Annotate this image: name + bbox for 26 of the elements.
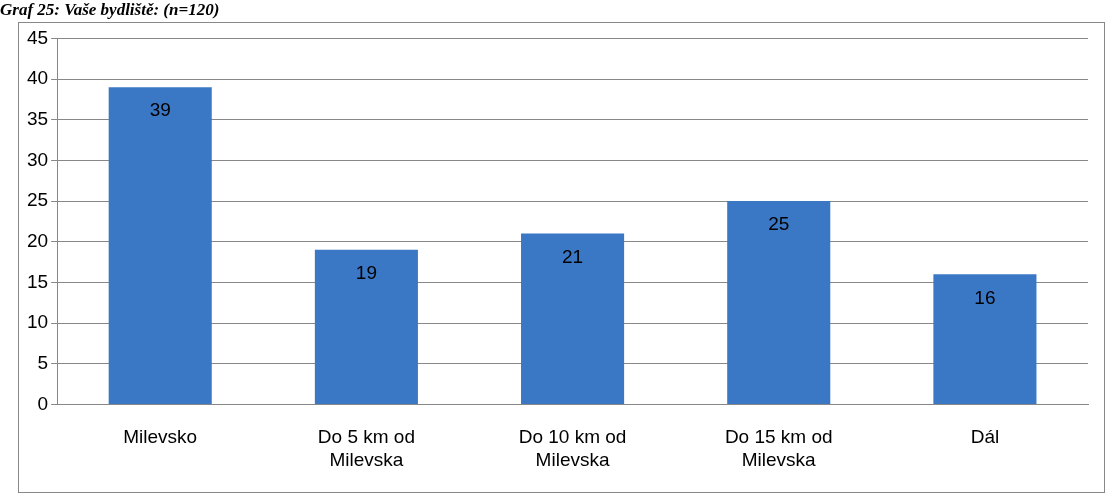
x-tick-label: Milevsko [123, 426, 198, 448]
chart-title: Graf 25: Vaše bydliště: (n=120) [0, 0, 220, 20]
x-tick-label: Do 15 km od Milevska [724, 426, 833, 470]
y-tick-label: 10 [26, 311, 49, 333]
data-label: 25 [768, 213, 790, 235]
bar [314, 249, 418, 404]
bar [727, 201, 831, 404]
x-tick-label: Do 5 km od Milevska [317, 426, 415, 470]
data-label: 21 [562, 245, 584, 267]
y-tick-label: 30 [26, 148, 49, 170]
data-label: 16 [974, 286, 996, 308]
y-tick-label: 15 [26, 270, 49, 292]
bar [108, 87, 212, 404]
bar [933, 274, 1037, 404]
x-tick-label: Do 10 km od Milevska [518, 426, 627, 470]
y-tick-label: 35 [26, 107, 49, 129]
bar [521, 233, 625, 404]
data-label: 39 [149, 99, 171, 121]
y-tick-label: 40 [26, 67, 49, 89]
y-tick-label: 45 [26, 26, 49, 48]
y-tick-label: 5 [37, 351, 49, 373]
x-tick-label: Dál [970, 426, 1000, 448]
y-tick-label: 25 [26, 189, 49, 211]
data-label: 19 [355, 262, 377, 284]
y-tick-label: 20 [26, 229, 49, 251]
y-tick-label: 0 [37, 392, 49, 414]
